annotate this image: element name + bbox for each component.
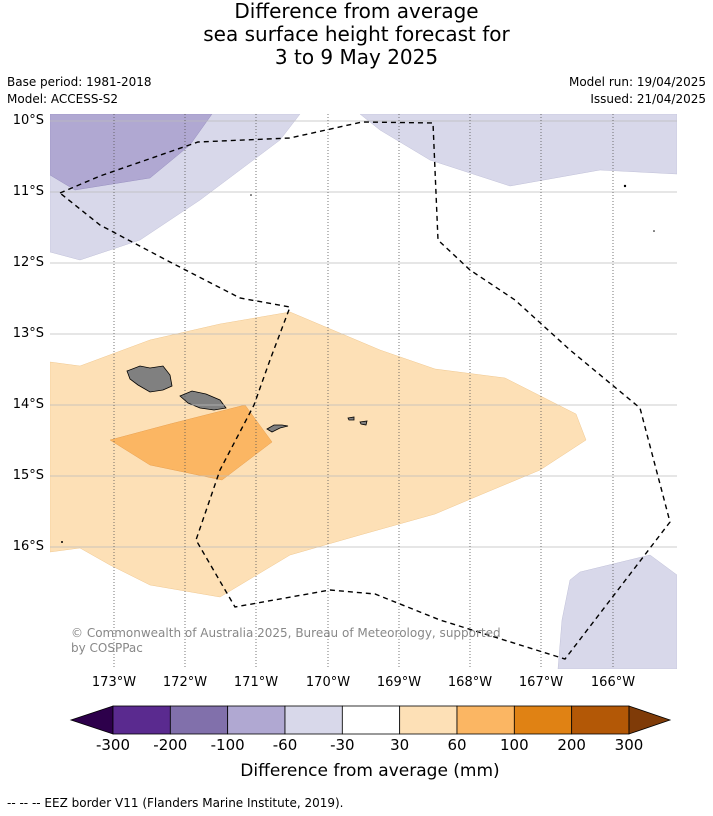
island-manua-ofu <box>347 416 355 421</box>
lon-label-172w: 172°W <box>162 675 208 690</box>
meta-right: Model run: 19/04/2025 Issued: 21/04/2025 <box>569 74 706 108</box>
lat-label-16s: 16°S <box>12 539 44 554</box>
lon-gridlines <box>113 114 614 669</box>
model-name: Model: ACCESS-S2 <box>7 92 119 106</box>
lon-label-171w: 171°W <box>233 675 279 690</box>
colorbar-tick-label: 200 <box>557 736 586 754</box>
colorbar-segment <box>456 705 515 735</box>
colorbar-segment <box>341 705 401 735</box>
title-line-2: sea surface height forecast for <box>203 22 510 46</box>
lat-label-14s: 14°S <box>12 397 44 412</box>
colorbar-tick-label: 100 <box>500 736 529 754</box>
lon-label-170w: 170°W <box>305 675 351 690</box>
lat-gridlines <box>50 120 677 548</box>
islet-east <box>653 230 655 232</box>
colorbar-segment <box>284 705 343 735</box>
meta-left: Base period: 1981-2018 Model: ACCESS-S2 <box>7 74 152 108</box>
issued-date: Issued: 21/04/2025 <box>590 92 706 106</box>
colorbar-segment <box>169 705 229 735</box>
colorbar-tick-label: -60 <box>272 736 298 754</box>
base-period: Base period: 1981-2018 <box>7 75 152 89</box>
anomaly-region-neg-med <box>50 114 213 191</box>
title-line-3: 3 to 9 May 2025 <box>274 45 439 69</box>
map-title: Difference from average sea surface heig… <box>0 0 713 69</box>
colorbar-segment <box>399 705 458 735</box>
colorbar <box>69 705 672 735</box>
title-line-1: Difference from average <box>234 0 479 23</box>
map-panel <box>50 114 677 669</box>
anomaly-region-pos-light <box>50 311 587 598</box>
lat-label-13s: 13°S <box>12 326 44 341</box>
colorbar-tick-label: -30 <box>330 736 355 754</box>
anomaly-region-neg-light-north <box>359 114 677 187</box>
colorbar-segment <box>513 705 573 735</box>
model-run: Model run: 19/04/2025 <box>568 75 706 89</box>
lon-label-166w: 166°W <box>590 675 636 690</box>
lon-label-167w: 167°W <box>518 675 564 690</box>
eez-footnote: -- -- -- EEZ border V11 (Flanders Marine… <box>7 796 344 810</box>
island-tutuila <box>266 424 289 433</box>
islet-northeast <box>623 184 627 188</box>
colorbar-under-arrow <box>69 705 114 735</box>
lon-label-169w: 169°W <box>376 675 422 690</box>
colorbar-segment <box>112 705 171 735</box>
colorbar-tick-label: -200 <box>153 736 188 754</box>
colorbar-segment <box>227 705 286 735</box>
island-savaii <box>126 365 173 393</box>
islet-southwest <box>61 541 63 543</box>
lon-label-168w: 168°W <box>447 675 493 690</box>
colorbar-over-arrow <box>628 705 672 735</box>
colorbar-tick-label: 300 <box>614 736 644 754</box>
colorbar-tick-label: 60 <box>447 736 467 754</box>
colorbar-tick-label: -300 <box>95 736 131 754</box>
islet-north <box>250 194 252 196</box>
lat-label-10s: 10°S <box>12 113 44 128</box>
island-manua-tau <box>359 420 368 426</box>
colorbar-label: Difference from average (mm) <box>240 761 500 781</box>
anomaly-region-neg-light-south <box>557 554 677 669</box>
colorbar-tick-label: -100 <box>210 736 245 754</box>
lat-label-12s: 12°S <box>12 255 44 270</box>
colorbar-tick-label: 30 <box>390 736 410 754</box>
lat-label-11s: 11°S <box>12 184 44 199</box>
lon-label-173w: 173°W <box>91 675 137 690</box>
lat-label-15s: 15°S <box>12 468 44 483</box>
colorbar-segment <box>571 705 630 735</box>
copyright-notice: © Commonwealth of Australia 2025, Bureau… <box>71 626 501 655</box>
anomaly-region-pos-med <box>109 404 273 481</box>
eez-border-samoa <box>58 121 671 660</box>
